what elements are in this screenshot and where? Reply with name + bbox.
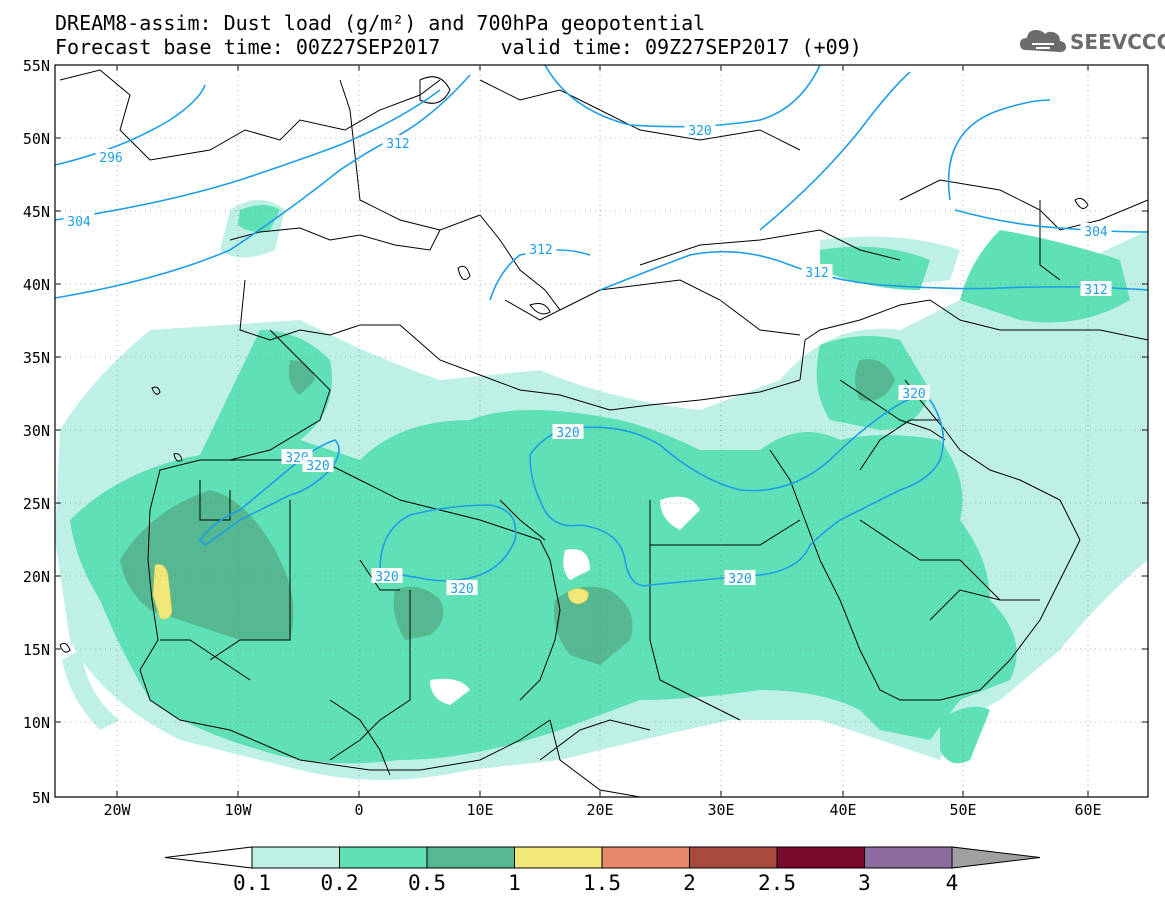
dust-layer-1 [152,564,589,620]
contour-label-bg [552,424,584,439]
contour-label: 320 [728,572,751,587]
map-area: 296 304 312 312 312 320 320 320 320 320 320 320 304 3… [55,65,1148,797]
dust-clear-areas [430,496,700,705]
lon-label: 10E [466,801,493,819]
contour-label: 320 [902,387,925,402]
lat-label: 40N [23,276,50,294]
colorbar-level-label: 4 [946,871,959,895]
colorbar-segment [864,846,953,869]
axis-ticks [55,64,1148,798]
map-title: DREAM8-assim: Dust load (g/m²) and 700hP… [55,11,706,35]
colorbar-under-triangle [164,846,253,869]
map-frame [54,64,1149,798]
colorbar-level-label: 2.5 [758,871,796,895]
contour-label: 320 [556,426,579,441]
contour-label: 304 [1084,225,1108,240]
map-subtitle: Forecast base time: 00Z27SEP2017 valid t… [55,35,862,59]
contour-label-bg [446,580,478,595]
lon-label: 40E [829,801,856,819]
lon-label: 50E [949,801,976,819]
lat-label: 25N [23,495,50,513]
contour-label-bg [801,264,833,279]
colorbar-segment [689,846,778,869]
colorbar-level-label: 0.2 [321,871,359,895]
contour-label-bg [724,570,756,585]
contour-labels: 296 304 312 312 312 320 320 320 320 320 320 320 304 3… [63,122,1112,597]
colorbar-segment [426,846,515,869]
colorbar-level-label: 0.5 [408,871,446,895]
contour-label-bg [898,385,930,400]
seevccc-logo: SEEVCCC [1018,22,1165,58]
contour-label-bg [684,122,716,137]
lat-label: 35N [23,349,50,367]
lon-label: 20W [103,801,131,819]
lat-label: 30N [23,422,50,440]
contour-label: 320 [306,459,329,474]
lon-label: 20E [586,801,613,819]
contour-label-bg [1080,281,1112,296]
colorbar [164,846,1041,869]
colorbar-segment [776,846,865,869]
contour-label-bg [1080,223,1112,238]
colorbar-over-triangle [951,846,1041,869]
contour-label-bg [302,457,334,472]
contour-label: 312 [1084,283,1107,298]
contour-label: 320 [688,124,711,139]
lat-label: 45N [23,203,50,221]
colorbar-labels: 0.1 0.2 0.5 1 1.5 2 2.5 3 4 [233,871,958,895]
colorbar-segment [339,846,428,869]
islands [59,76,1089,653]
lat-label: 55N [23,57,50,75]
contour-label: 312 [805,266,828,281]
contour-label: 312 [386,137,409,152]
lat-label: 15N [23,641,50,659]
coastlines-borders [59,69,1148,797]
contour-label-bg [95,149,127,164]
contour-label: 304 [67,215,91,230]
colorbar-level-label: 1.5 [583,871,621,895]
lon-label: 60E [1074,801,1101,819]
lat-label: 10N [23,714,50,732]
contour-label-bg [525,241,557,256]
contour-label: 312 [529,243,552,258]
colorbar-level-label: 2 [683,871,696,895]
colorbar-level-label: 3 [858,871,871,895]
geopotential-contours [55,65,1148,587]
lon-label: 0 [354,801,363,819]
colorbar-segment [601,846,690,869]
lon-label: 10W [224,801,252,819]
contour-label: 320 [450,582,473,597]
contour-label-bg [63,213,95,228]
lat-label: 20N [23,568,50,586]
contour-label: 320 [375,570,398,585]
colorbar-level-label: 1 [508,871,521,895]
colorbar-segment [251,846,340,869]
contour-label-bg [382,135,414,150]
cloud-icon [1020,30,1066,52]
colorbar-level-label: 0.1 [233,871,271,895]
latitude-labels: 55N 50N 45N 40N 35N 30N 25N 20N 15N 10N 5N [23,57,50,807]
lat-label: 5N [32,789,50,807]
lat-label: 50N [23,130,50,148]
colorbar-segment [514,846,603,869]
longitude-labels: 20W 10W 0 10E 20E 30E 40E 50E 60E [103,801,1101,819]
contour-label: 296 [99,151,122,166]
logo-text: SEEVCCC [1070,30,1165,54]
contour-label-bg [371,568,403,583]
lon-label: 30E [707,801,734,819]
